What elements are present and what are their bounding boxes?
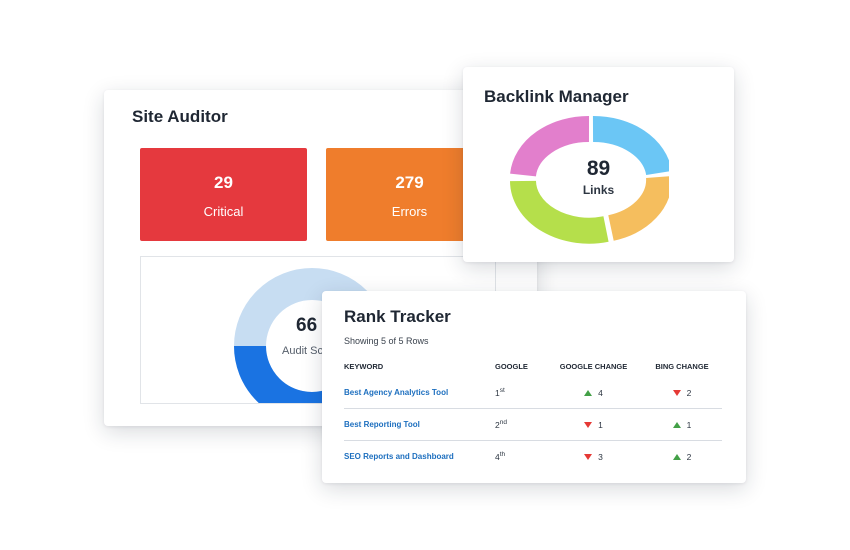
links-donut [510,115,669,244]
google-rank-suffix: th [499,451,506,459]
arrow-up-icon [672,421,681,428]
rank-tracker-title: Rank Tracker [344,307,451,326]
critical-label: Critical [203,204,244,219]
google-change-cell: 4 [545,377,642,409]
column-header-bing-change[interactable]: BING CHANGE [655,361,709,371]
table-row: Best Agency Analytics Tool 1st 4 2 [344,377,722,409]
keyword-link[interactable]: Best Reporting Tool [344,408,495,441]
keyword-link[interactable]: SEO Reports and Dashboard [344,440,495,472]
bing-change-value: 2 [686,451,692,462]
google-rank: 4th [495,440,545,472]
google-rank: 2nd [495,408,545,441]
google-rank-number: 2 [495,419,500,430]
critical-tile[interactable]: 29 Critical [140,148,307,241]
donut-segment-blue [592,115,669,176]
arrow-up-icon [584,389,593,396]
google-change-value: 3 [598,451,603,462]
google-change-cell: 1 [545,408,642,441]
google-rank-number: 1 [495,387,500,398]
donut-segment-green [510,180,609,244]
errors-count: 279 [395,173,424,192]
keyword-link[interactable]: Best Agency Analytics Tool [344,388,449,397]
google-change-value: 4 [598,387,603,398]
links-count: 89 [586,157,611,180]
backlink-manager-title: Backlink Manager [484,87,629,106]
google-rank: 1st [495,377,545,409]
arrow-down-icon [584,421,593,428]
links-label: Links [582,183,615,197]
table-row: Best Reporting Tool 2nd 1 1 [344,408,722,441]
rank-tracker-card: Rank Tracker Showing 5 of 5 Rows KEYWORD… [322,291,746,483]
bing-change-cell: 2 [642,377,722,409]
bing-change-cell: 1 [642,408,722,441]
site-auditor-title: Site Auditor [132,107,228,126]
google-rank-number: 4 [495,451,500,462]
column-header-google[interactable]: GOOGLE [495,361,528,371]
bing-change-value: 1 [686,419,692,430]
arrow-down-icon [672,389,681,396]
column-header-google-change[interactable]: GOOGLE CHANGE [559,361,628,371]
google-rank-suffix: nd [499,419,507,427]
google-change-cell: 3 [545,440,642,472]
rank-table: KEYWORD GOOGLE GOOGLE CHANGE BING CHANGE… [344,355,722,472]
rows-count-text: Showing 5 of 5 Rows [344,336,429,346]
column-header-keyword[interactable]: KEYWORD [344,361,384,371]
errors-label: Errors [391,204,428,219]
table-header-row: KEYWORD GOOGLE GOOGLE CHANGE BING CHANGE [344,355,722,377]
backlink-manager-card: Backlink Manager 89 Links [463,67,734,262]
critical-count: 29 [214,173,233,192]
donut-segment-orange [607,176,669,241]
arrow-up-icon [672,453,681,460]
arrow-down-icon [584,453,593,460]
donut-segment-pink [510,115,590,178]
google-change-value: 1 [598,419,603,430]
bing-change-value: 2 [686,387,692,398]
google-rank-suffix: st [499,387,505,395]
bing-change-cell: 2 [642,440,722,472]
audit-score-value: 66 [296,315,318,336]
table-row: SEO Reports and Dashboard 4th 3 2 [344,440,722,472]
